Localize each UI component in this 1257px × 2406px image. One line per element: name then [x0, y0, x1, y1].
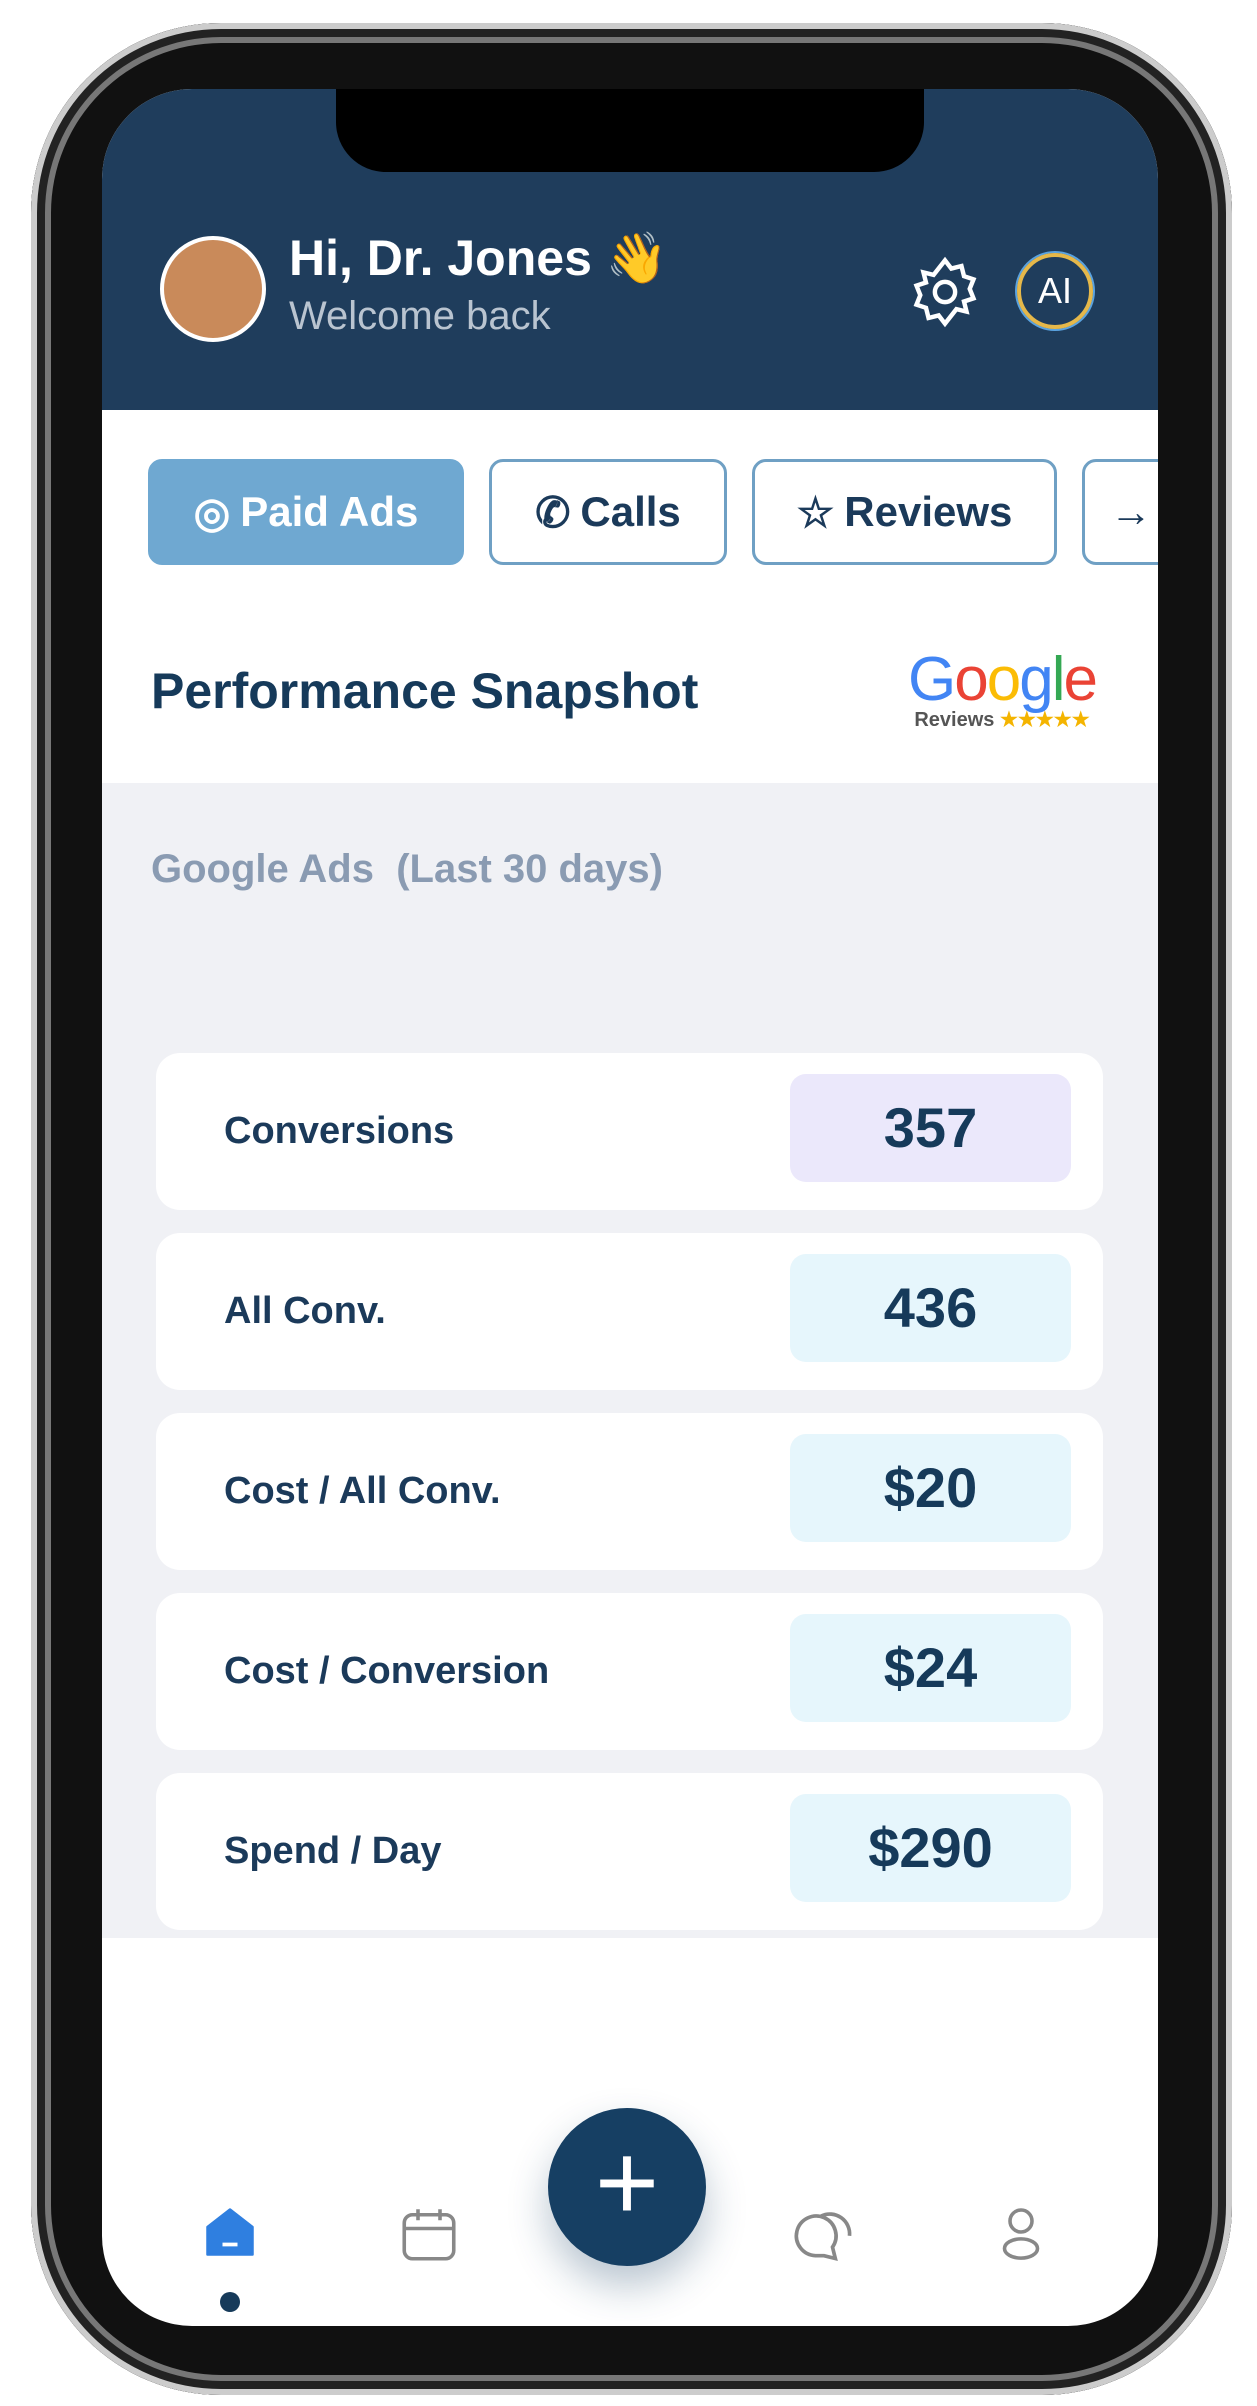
- tab[interactable]: ☆ Reviews: [752, 459, 1057, 565]
- nav-messages[interactable]: [790, 2199, 858, 2267]
- tab-icon: ◎: [193, 488, 231, 536]
- settings-icon[interactable]: [907, 254, 983, 330]
- screen: Hi, Dr. Jones 👋 Welcome back AI ◎ Paid Ad…: [102, 89, 1158, 2326]
- section-title: Performance Snapshot: [151, 663, 699, 719]
- tab[interactable]: ✆ Calls: [489, 459, 727, 565]
- metric-value: 436: [790, 1254, 1071, 1362]
- metric-row: Spend / Day $290: [156, 1773, 1103, 1930]
- google-caption: Reviews ★★★★★: [914, 709, 1090, 731]
- subtitle: Welcome back: [289, 294, 551, 338]
- tab-label: Calls: [580, 488, 681, 535]
- metric-row: Cost / All Conv. $20: [156, 1413, 1103, 1570]
- logo-letter: o: [954, 645, 989, 714]
- logo-letter: o: [986, 645, 1022, 714]
- tab-icon: ☆: [796, 488, 835, 536]
- greeting: Hi, Dr. Jones 👋: [289, 230, 669, 286]
- metric-label: Cost / All Conv.: [224, 1470, 501, 1512]
- metric-value: $20: [790, 1434, 1071, 1542]
- metric-value: $24: [790, 1614, 1071, 1722]
- metric-label: All Conv.: [224, 1290, 386, 1332]
- nav-profile[interactable]: [988, 2199, 1054, 2265]
- ai-button[interactable]: AI: [1017, 253, 1093, 329]
- logo-letter: G: [908, 645, 956, 714]
- tab-label: Reviews: [844, 488, 1013, 535]
- notch: [336, 89, 924, 172]
- tab-more[interactable]: →: [1082, 459, 1158, 565]
- fab-add[interactable]: +: [548, 2108, 706, 2266]
- metric-row: Conversions 357: [156, 1053, 1103, 1210]
- nav-home[interactable]: [200, 2202, 260, 2262]
- tab-label: Paid Ads: [240, 488, 419, 535]
- metric-row: All Conv. 436: [156, 1233, 1103, 1390]
- google-logo: Google: [902, 644, 1102, 715]
- metric-label: Cost / Conversion: [224, 1650, 550, 1692]
- logo-letter: l: [1051, 645, 1066, 714]
- logo-letter: g: [1019, 645, 1054, 714]
- metrics-title: Google Ads (Last 30 days): [151, 847, 663, 891]
- metrics-panel: Google Ads (Last 30 days) Conversions 357…: [102, 783, 1158, 1938]
- logo-letter: e: [1063, 645, 1098, 714]
- metric-row: Cost / Conversion $24: [156, 1593, 1103, 1750]
- metric-label: Conversions: [224, 1110, 455, 1152]
- metric-label: Spend / Day: [224, 1830, 442, 1872]
- caption: Reviews: [914, 709, 995, 731]
- tab-icon: ✆: [535, 488, 571, 536]
- nav-indicator: [220, 2292, 240, 2312]
- metric-value: $290: [790, 1794, 1071, 1902]
- nav-calendar[interactable]: [396, 2201, 462, 2267]
- avatar[interactable]: [160, 236, 266, 342]
- metric-value: 357: [790, 1074, 1071, 1182]
- tab-active[interactable]: ◎ Paid Ads: [148, 459, 464, 565]
